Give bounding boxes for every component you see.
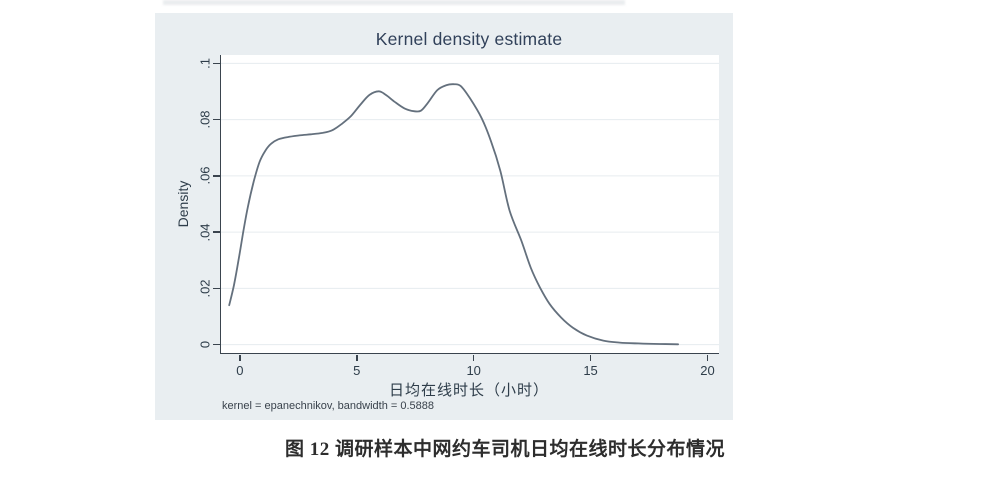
- y-tick-label: .06: [197, 166, 213, 185]
- cropped-edge-artifact: [163, 0, 625, 5]
- y-tick-mark: [213, 231, 220, 233]
- x-tick-label: 20: [700, 363, 715, 378]
- x-tick-label: 0: [236, 363, 244, 378]
- x-tick-mark: [706, 354, 709, 361]
- x-tick-label: 10: [466, 363, 481, 378]
- y-axis-title: Density: [175, 180, 191, 228]
- y-tick-mark: [213, 175, 220, 177]
- kernel-density-graph: Kernel density estimate Density 日均在线时长（小…: [155, 13, 733, 420]
- y-tick-mark: [213, 287, 220, 290]
- x-tick-label: 15: [583, 363, 598, 378]
- x-tick-mark: [239, 354, 241, 361]
- x-tick-label: 5: [353, 363, 361, 378]
- y-tick-label: .02: [197, 279, 213, 298]
- chart-title: Kernel density estimate: [375, 29, 563, 49]
- plot-area: [220, 55, 719, 354]
- x-tick-mark: [472, 354, 475, 361]
- y-tick-mark: [213, 62, 220, 65]
- x-axis-title: 日均在线时长（小时）: [388, 382, 549, 399]
- density-curve: [228, 83, 679, 346]
- y-tick-mark: [213, 118, 220, 121]
- x-tick-mark: [589, 354, 592, 361]
- figure-caption: 图 12 调研样本中网约车司机日均在线时长分布情况: [284, 439, 725, 460]
- x-tick-mark: [356, 354, 358, 361]
- kernel-bandwidth-note: kernel = epanechnikov, bandwidth = 0.588…: [222, 400, 435, 412]
- density-curve-svg: [221, 62, 719, 346]
- y-tick-label: .04: [197, 223, 213, 242]
- y-tick-label: 0: [197, 340, 213, 349]
- y-tick-mark: [213, 343, 220, 346]
- y-tick-label: .08: [197, 110, 213, 129]
- y-tick-label: .1: [197, 58, 213, 69]
